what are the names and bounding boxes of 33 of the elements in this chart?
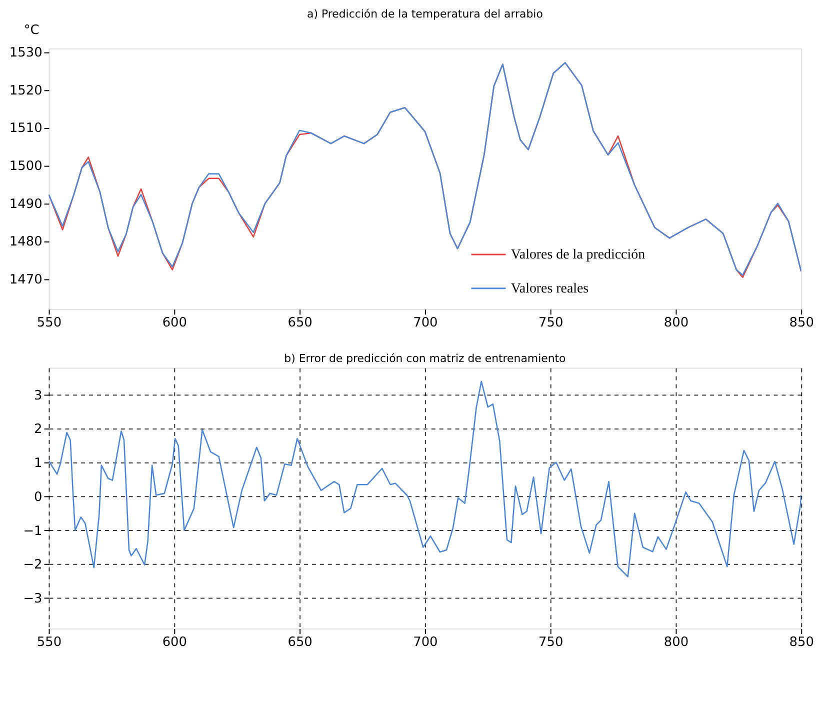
x-tick-label: 750 — [538, 316, 564, 331]
legend-label: Valores de la predicción — [510, 247, 646, 262]
x-tick-label: 750 — [538, 634, 564, 650]
x-tick-label: 600 — [162, 634, 187, 650]
y-tick-label: 1510 — [9, 121, 42, 136]
y-tick-label: 1500 — [9, 158, 42, 174]
x-tick-label: 700 — [413, 316, 438, 331]
y-tick-label: 1480 — [9, 234, 42, 250]
x-tick-label: 850 — [789, 316, 814, 331]
x-tick-label: 700 — [413, 634, 438, 650]
chart-title: a) Predicción de la temperatura del arrabio — [307, 8, 544, 20]
y-tick-label: 0 — [34, 490, 42, 505]
y-tick-label: −2 — [23, 558, 42, 573]
y-tick-label: 1 — [34, 456, 42, 472]
y-tick-label: −3 — [23, 592, 42, 607]
x-tick-label: 650 — [288, 316, 312, 331]
y-tick-label: 2 — [34, 422, 42, 438]
x-tick-label: 800 — [664, 634, 689, 650]
legend-label: Valores reales — [510, 281, 589, 296]
chart-title: b) Error de predicción con matriz de entrenamiento — [284, 352, 566, 365]
x-tick-label: 550 — [36, 316, 62, 331]
x-tick-label: 850 — [789, 634, 814, 650]
y-axis-title: °C — [24, 22, 40, 38]
y-tick-label: 1490 — [9, 196, 42, 212]
x-tick-label: 650 — [288, 634, 312, 650]
y-tick-label: 1470 — [9, 272, 42, 288]
y-tick-label: 3 — [34, 388, 42, 404]
y-tick-label: 1520 — [9, 83, 42, 98]
x-tick-label: 600 — [162, 316, 187, 331]
x-tick-label: 800 — [664, 316, 689, 331]
x-tick-label: 550 — [36, 634, 62, 650]
y-tick-label: −1 — [23, 524, 42, 539]
y-tick-label: 1530 — [9, 46, 42, 61]
